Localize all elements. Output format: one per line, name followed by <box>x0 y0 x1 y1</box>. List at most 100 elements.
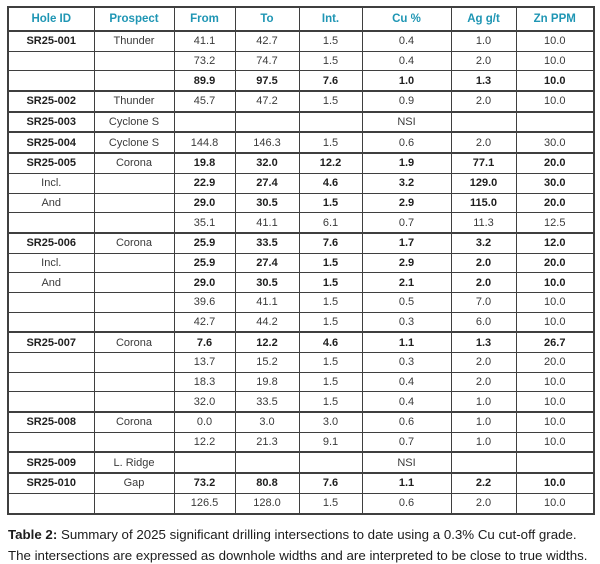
cell-from: 45.7 <box>173 90 236 113</box>
cell-from: 126.5 <box>173 492 236 515</box>
cell-ag-gpt <box>450 110 517 133</box>
cell-cu-percent: 1.7 <box>361 231 452 254</box>
table-row: SR25-001 Thunder 41.1 42.7 1.5 0.4 1.0 1… <box>7 29 595 52</box>
cell-hole-id <box>7 352 95 373</box>
table-row: 89.9 97.5 7.6 1.0 1.3 10.0 <box>7 70 595 92</box>
header-row: Hole ID Prospect From To Int. Cu % Ag g/… <box>7 6 595 32</box>
cell-prospect: Thunder <box>93 29 175 52</box>
table-row: 35.1 41.1 6.1 0.7 11.3 12.5 <box>7 212 595 234</box>
cell-zn-ppm: 12.0 <box>515 231 595 254</box>
cell-cu-percent: NSI <box>361 451 452 474</box>
cell-ag-gpt: 2.0 <box>450 492 517 515</box>
cell-hole-id <box>7 492 95 515</box>
cell-hole-id: SR25-003 <box>7 110 95 133</box>
cell-ag-gpt: 2.0 <box>450 50 517 72</box>
cell-hole-id <box>7 371 95 393</box>
cell-hole-id <box>7 391 95 413</box>
cell-zn-ppm: 20.0 <box>515 192 595 214</box>
cell-hole-id <box>7 70 95 92</box>
cell-zn-ppm: 20.0 <box>515 352 595 373</box>
cell-cu-percent: 2.1 <box>361 272 452 293</box>
cell-from: 13.7 <box>173 352 236 373</box>
cell-interval: 12.2 <box>298 152 363 174</box>
cell-ag-gpt: 7.0 <box>450 291 517 313</box>
table-row: 42.7 44.2 1.5 0.3 6.0 10.0 <box>7 311 595 333</box>
cell-interval: 1.5 <box>298 272 363 293</box>
column-header-ag: Ag g/t <box>450 6 517 32</box>
cell-cu-percent: 0.4 <box>361 29 452 52</box>
cell-zn-ppm: 26.7 <box>515 331 595 354</box>
cell-interval: 1.5 <box>298 131 363 154</box>
cell-to: 146.3 <box>234 131 300 154</box>
cell-ag-gpt <box>450 451 517 474</box>
cell-cu-percent: 3.2 <box>361 172 452 194</box>
cell-interval: 1.5 <box>298 371 363 393</box>
cell-zn-ppm: 30.0 <box>515 131 595 154</box>
cell-prospect <box>93 272 175 293</box>
cell-cu-percent: 1.9 <box>361 152 452 174</box>
table-row: SR25-009 L. Ridge NSI <box>7 451 595 474</box>
cell-from: 32.0 <box>173 391 236 413</box>
cell-hole-id: SR25-001 <box>7 29 95 52</box>
cell-ag-gpt: 2.0 <box>450 131 517 154</box>
table-caption: Table 2: Summary of 2025 significant dri… <box>8 524 596 564</box>
cell-interval: 1.5 <box>298 192 363 214</box>
cell-to: 44.2 <box>234 311 300 333</box>
cell-zn-ppm: 30.0 <box>515 172 595 194</box>
cell-hole-id: SR25-007 <box>7 331 95 354</box>
cell-interval: 1.5 <box>298 252 363 274</box>
cell-from: 39.6 <box>173 291 236 313</box>
cell-zn-ppm: 10.0 <box>515 311 595 333</box>
cell-cu-percent: 0.5 <box>361 291 452 313</box>
drill-results-table: Hole ID Prospect From To Int. Cu % Ag g/… <box>7 6 595 515</box>
cell-interval <box>298 110 363 133</box>
cell-to: 27.4 <box>234 252 300 274</box>
cell-hole-id: SR25-010 <box>7 472 95 494</box>
cell-ag-gpt: 2.0 <box>450 252 517 274</box>
cell-zn-ppm <box>515 451 595 474</box>
cell-interval: 4.6 <box>298 172 363 194</box>
cell-ag-gpt: 129.0 <box>450 172 517 194</box>
table-body: SR25-001 Thunder 41.1 42.7 1.5 0.4 1.0 1… <box>7 29 595 515</box>
cell-hole-id: Incl. <box>7 172 95 194</box>
table-row: SR25-007 Corona 7.6 12.2 4.6 1.1 1.3 26.… <box>7 331 595 354</box>
cell-cu-percent: 0.7 <box>361 431 452 453</box>
cell-from: 25.9 <box>173 231 236 254</box>
cell-interval: 9.1 <box>298 431 363 453</box>
cell-zn-ppm: 10.0 <box>515 291 595 313</box>
caption-text: Summary of 2025 significant drilling int… <box>8 526 588 563</box>
cell-prospect <box>93 50 175 72</box>
cell-interval: 1.5 <box>298 391 363 413</box>
cell-prospect: Corona <box>93 231 175 254</box>
cell-prospect <box>93 431 175 453</box>
cell-from: 73.2 <box>173 50 236 72</box>
cell-interval: 1.5 <box>298 492 363 515</box>
cell-prospect <box>93 212 175 234</box>
cell-ag-gpt: 2.0 <box>450 371 517 393</box>
cell-hole-id <box>7 311 95 333</box>
table-row: Incl. 22.9 27.4 4.6 3.2 129.0 30.0 <box>7 172 595 194</box>
table-row: SR25-010 Gap 73.2 80.8 7.6 1.1 2.2 10.0 <box>7 472 595 494</box>
cell-from: 73.2 <box>173 472 236 494</box>
cell-from: 35.1 <box>173 212 236 234</box>
cell-interval: 6.1 <box>298 212 363 234</box>
cell-zn-ppm: 10.0 <box>515 272 595 293</box>
cell-prospect <box>93 371 175 393</box>
cell-zn-ppm: 10.0 <box>515 431 595 453</box>
cell-interval: 7.6 <box>298 472 363 494</box>
cell-hole-id: SR25-005 <box>7 152 95 174</box>
cell-from: 18.3 <box>173 371 236 393</box>
table-row: 13.7 15.2 1.5 0.3 2.0 20.0 <box>7 352 595 373</box>
cell-interval: 7.6 <box>298 70 363 92</box>
cell-cu-percent: 0.3 <box>361 311 452 333</box>
cell-ag-gpt: 2.0 <box>450 272 517 293</box>
table-row: 18.3 19.8 1.5 0.4 2.0 10.0 <box>7 371 595 393</box>
cell-cu-percent: 0.6 <box>361 411 452 433</box>
cell-from: 7.6 <box>173 331 236 354</box>
cell-ag-gpt: 1.3 <box>450 70 517 92</box>
cell-from: 29.0 <box>173 272 236 293</box>
cell-prospect: Gap <box>93 472 175 494</box>
cell-hole-id <box>7 212 95 234</box>
cell-ag-gpt: 2.0 <box>450 90 517 113</box>
cell-to: 30.5 <box>234 272 300 293</box>
